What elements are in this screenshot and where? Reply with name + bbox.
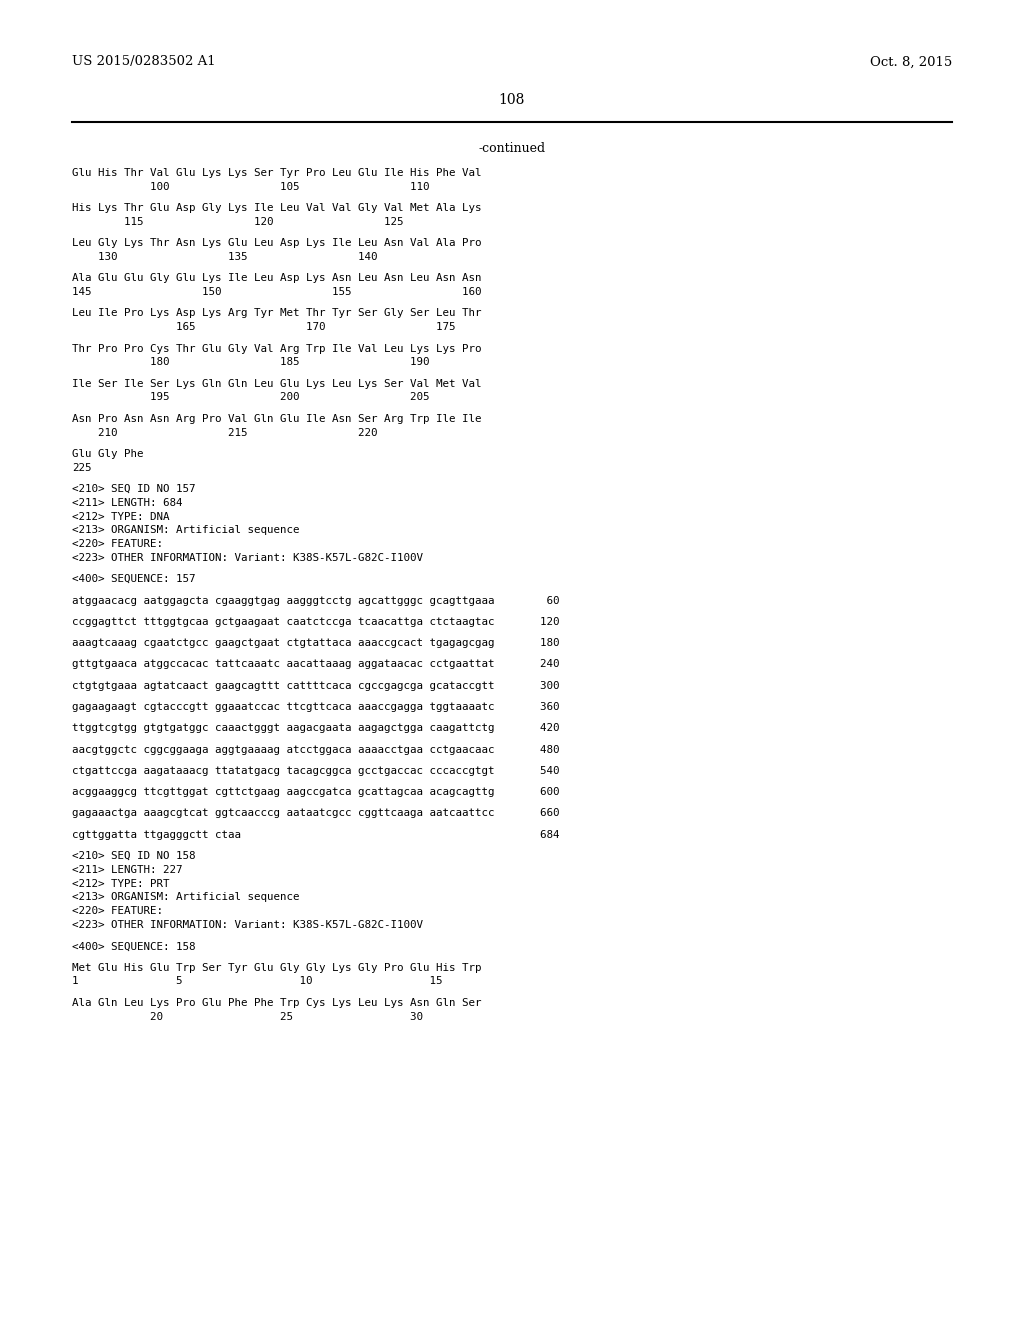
Text: <213> ORGANISM: Artificial sequence: <213> ORGANISM: Artificial sequence	[72, 525, 299, 536]
Text: <223> OTHER INFORMATION: Variant: K38S-K57L-G82C-I100V: <223> OTHER INFORMATION: Variant: K38S-K…	[72, 920, 423, 931]
Text: ctgtgtgaaa agtatcaact gaagcagttt cattttcaca cgccgagcga gcataccgtt       300: ctgtgtgaaa agtatcaact gaagcagttt cattttc…	[72, 681, 559, 690]
Text: 210                 215                 220: 210 215 220	[72, 428, 378, 437]
Text: ctgattccga aagataaacg ttatatgacg tacagcggca gcctgaccac cccaccgtgt       540: ctgattccga aagataaacg ttatatgacg tacagcg…	[72, 766, 559, 776]
Text: 180                 185                 190: 180 185 190	[72, 358, 429, 367]
Text: 1               5                  10                  15: 1 5 10 15	[72, 977, 442, 986]
Text: <211> LENGTH: 227: <211> LENGTH: 227	[72, 865, 182, 875]
Text: Met Glu His Glu Trp Ser Tyr Glu Gly Gly Lys Gly Pro Glu His Trp: Met Glu His Glu Trp Ser Tyr Glu Gly Gly …	[72, 962, 481, 973]
Text: 20                  25                  30: 20 25 30	[72, 1011, 423, 1022]
Text: gagaaactga aaagcgtcat ggtcaacccg aataatcgcc cggttcaaga aatcaattcc       660: gagaaactga aaagcgtcat ggtcaacccg aataatc…	[72, 808, 559, 818]
Text: ccggagttct tttggtgcaa gctgaagaat caatctccga tcaacattga ctctaagtac       120: ccggagttct tttggtgcaa gctgaagaat caatctc…	[72, 616, 559, 627]
Text: acggaaggcg ttcgttggat cgttctgaag aagccgatca gcattagcaa acagcagttg       600: acggaaggcg ttcgttggat cgttctgaag aagccga…	[72, 787, 559, 797]
Text: aacgtggctc cggcggaaga aggtgaaaag atcctggaca aaaacctgaa cctgaacaac       480: aacgtggctc cggcggaaga aggtgaaaag atcctgg…	[72, 744, 559, 755]
Text: US 2015/0283502 A1: US 2015/0283502 A1	[72, 55, 216, 69]
Text: <211> LENGTH: 684: <211> LENGTH: 684	[72, 498, 182, 508]
Text: <400> SEQUENCE: 158: <400> SEQUENCE: 158	[72, 941, 196, 952]
Text: Oct. 8, 2015: Oct. 8, 2015	[869, 55, 952, 69]
Text: <212> TYPE: DNA: <212> TYPE: DNA	[72, 512, 170, 521]
Text: ttggtcgtgg gtgtgatggc caaactgggt aagacgaata aagagctgga caagattctg       420: ttggtcgtgg gtgtgatggc caaactgggt aagacga…	[72, 723, 559, 734]
Text: 115                 120                 125: 115 120 125	[72, 216, 403, 227]
Text: <400> SEQUENCE: 157: <400> SEQUENCE: 157	[72, 574, 196, 585]
Text: 225: 225	[72, 462, 91, 473]
Text: Ala Gln Leu Lys Pro Glu Phe Phe Trp Cys Lys Leu Lys Asn Gln Ser: Ala Gln Leu Lys Pro Glu Phe Phe Trp Cys …	[72, 998, 481, 1007]
Text: cgttggatta ttgagggctt ctaa                                              684: cgttggatta ttgagggctt ctaa 684	[72, 830, 559, 840]
Text: Asn Pro Asn Asn Arg Pro Val Gln Glu Ile Asn Ser Arg Trp Ile Ile: Asn Pro Asn Asn Arg Pro Val Gln Glu Ile …	[72, 413, 481, 424]
Text: Ala Glu Glu Gly Glu Lys Ile Leu Asp Lys Asn Leu Asn Leu Asn Asn: Ala Glu Glu Gly Glu Lys Ile Leu Asp Lys …	[72, 273, 481, 284]
Text: 100                 105                 110: 100 105 110	[72, 182, 429, 191]
Text: atggaacacg aatggagcta cgaaggtgag aagggtcctg agcattgggc gcagttgaaa        60: atggaacacg aatggagcta cgaaggtgag aagggtc…	[72, 595, 559, 606]
Text: gagaagaagt cgtacccgtt ggaaatccac ttcgttcaca aaaccgagga tggtaaaatc       360: gagaagaagt cgtacccgtt ggaaatccac ttcgttc…	[72, 702, 559, 711]
Text: 195                 200                 205: 195 200 205	[72, 392, 429, 403]
Text: <212> TYPE: PRT: <212> TYPE: PRT	[72, 879, 170, 888]
Text: His Lys Thr Glu Asp Gly Lys Ile Leu Val Val Gly Val Met Ala Lys: His Lys Thr Glu Asp Gly Lys Ile Leu Val …	[72, 203, 481, 213]
Text: Leu Gly Lys Thr Asn Lys Glu Leu Asp Lys Ile Leu Asn Val Ala Pro: Leu Gly Lys Thr Asn Lys Glu Leu Asp Lys …	[72, 238, 481, 248]
Text: Glu Gly Phe: Glu Gly Phe	[72, 449, 143, 459]
Text: gttgtgaaca atggccacac tattcaaatc aacattaaag aggataacac cctgaattat       240: gttgtgaaca atggccacac tattcaaatc aacatta…	[72, 660, 559, 669]
Text: aaagtcaaag cgaatctgcc gaagctgaat ctgtattaca aaaccgcact tgagagcgag       180: aaagtcaaag cgaatctgcc gaagctgaat ctgtatt…	[72, 638, 559, 648]
Text: Ile Ser Ile Ser Lys Gln Gln Leu Glu Lys Leu Lys Ser Val Met Val: Ile Ser Ile Ser Lys Gln Gln Leu Glu Lys …	[72, 379, 481, 388]
Text: Thr Pro Pro Cys Thr Glu Gly Val Arg Trp Ile Val Leu Lys Lys Pro: Thr Pro Pro Cys Thr Glu Gly Val Arg Trp …	[72, 343, 481, 354]
Text: -continued: -continued	[478, 141, 546, 154]
Text: <220> FEATURE:: <220> FEATURE:	[72, 539, 163, 549]
Text: 130                 135                 140: 130 135 140	[72, 252, 378, 261]
Text: <210> SEQ ID NO 157: <210> SEQ ID NO 157	[72, 484, 196, 494]
Text: <223> OTHER INFORMATION: Variant: K38S-K57L-G82C-I100V: <223> OTHER INFORMATION: Variant: K38S-K…	[72, 553, 423, 562]
Text: <220> FEATURE:: <220> FEATURE:	[72, 907, 163, 916]
Text: 165                 170                 175: 165 170 175	[72, 322, 456, 333]
Text: <210> SEQ ID NO 158: <210> SEQ ID NO 158	[72, 851, 196, 861]
Text: Glu His Thr Val Glu Lys Lys Ser Tyr Pro Leu Glu Ile His Phe Val: Glu His Thr Val Glu Lys Lys Ser Tyr Pro …	[72, 168, 481, 178]
Text: <213> ORGANISM: Artificial sequence: <213> ORGANISM: Artificial sequence	[72, 892, 299, 903]
Text: Leu Ile Pro Lys Asp Lys Arg Tyr Met Thr Tyr Ser Gly Ser Leu Thr: Leu Ile Pro Lys Asp Lys Arg Tyr Met Thr …	[72, 309, 481, 318]
Text: 108: 108	[499, 92, 525, 107]
Text: 145                 150                 155                 160: 145 150 155 160	[72, 288, 481, 297]
